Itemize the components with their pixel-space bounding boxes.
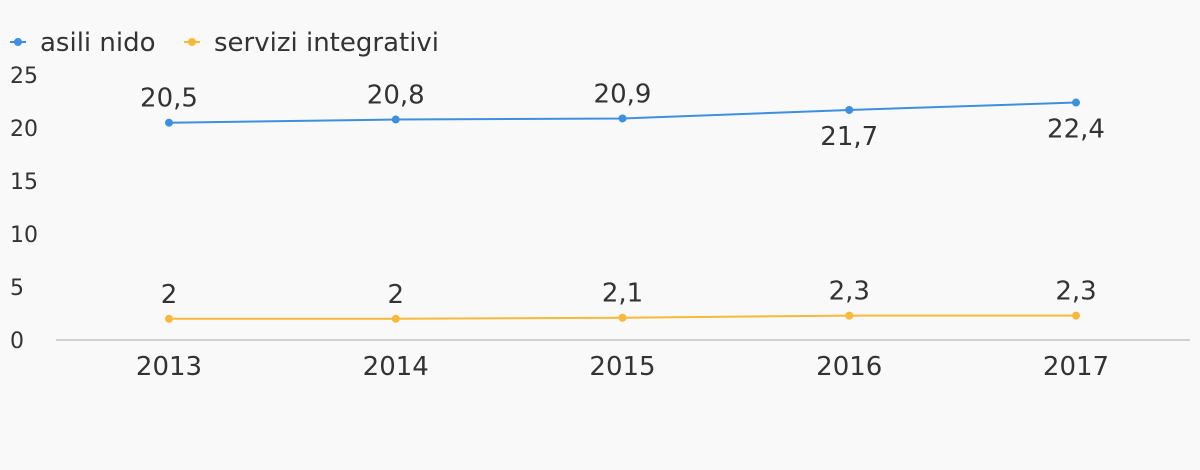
y-tick-label: 10 (10, 223, 38, 248)
y-tick-label: 20 (10, 117, 38, 142)
x-tick-label: 2016 (816, 352, 882, 382)
legend-item-servizi-integrativi[interactable]: servizi integrativi (184, 28, 439, 58)
legend-item-asili-nido[interactable]: asili nido (10, 28, 156, 58)
data-label: 22,4 (1047, 115, 1105, 145)
legend-label: asili nido (40, 28, 156, 58)
legend: asili nido servizi integrativi (10, 28, 439, 58)
data-point[interactable] (391, 314, 400, 323)
y-tick-label: 25 (10, 64, 38, 89)
data-point[interactable] (1072, 98, 1080, 107)
legend-marker-icon (14, 38, 22, 46)
y-tick-label: 15 (10, 170, 38, 195)
legend-marker-icon (188, 38, 196, 46)
data-label: 20,8 (367, 81, 425, 111)
data-point[interactable] (845, 105, 854, 114)
data-point[interactable] (165, 314, 173, 323)
data-point[interactable] (618, 114, 627, 123)
data-label: 21,7 (820, 122, 878, 152)
y-axis: 0 5 10 15 20 25 (10, 64, 38, 354)
y-tick-label: 0 (10, 329, 24, 354)
data-point[interactable] (618, 313, 627, 322)
data-label: 20,5 (140, 84, 198, 114)
data-label: 2 (387, 280, 404, 310)
data-label: 2,1 (602, 279, 643, 309)
data-point[interactable] (391, 115, 400, 124)
data-label: 20,9 (594, 79, 652, 109)
legend-label: servizi integrativi (214, 28, 439, 58)
x-tick-label: 2015 (589, 352, 655, 382)
series-asili-nido: 20,5 20,8 20,9 21,7 22,4 (140, 79, 1105, 152)
y-tick-label: 5 (10, 276, 24, 301)
data-label: 2,3 (1055, 277, 1096, 307)
x-axis: 2013 2014 2015 2016 2017 (136, 352, 1109, 382)
plot-area: 20,5 20,8 20,9 21,7 22,4 2 2 2,1 2,3 2,3 (140, 79, 1105, 323)
data-label: 2 (161, 280, 178, 310)
x-tick-label: 2014 (363, 352, 429, 382)
x-tick-label: 2013 (136, 352, 202, 382)
data-point[interactable] (165, 118, 173, 127)
data-point[interactable] (1072, 311, 1080, 320)
x-tick-label: 2017 (1043, 352, 1109, 382)
data-label: 2,3 (829, 277, 870, 307)
series-servizi-integrativi: 2 2 2,1 2,3 2,3 (161, 277, 1097, 323)
data-point[interactable] (845, 311, 854, 320)
